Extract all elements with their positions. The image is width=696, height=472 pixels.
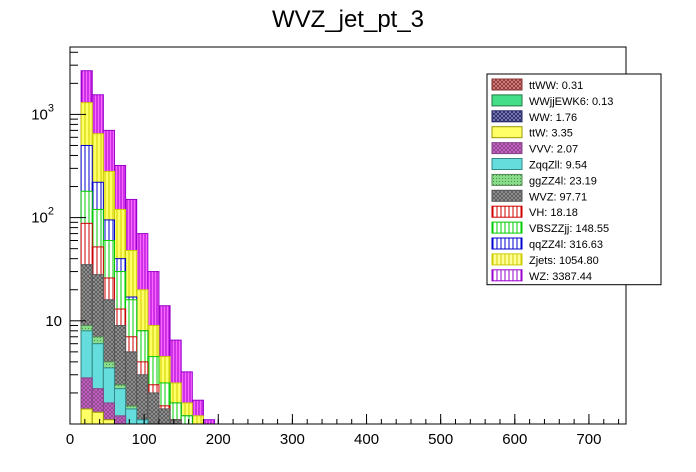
bars-layer	[80, 70, 216, 425]
legend-entry-label: Zjets: 1054.80	[529, 255, 599, 267]
legend-entry-label: VVV: 2.07	[529, 144, 578, 156]
bar-zqqzll-4	[125, 408, 138, 425]
legend-swatch	[491, 205, 523, 218]
legend-entry-label: VBSZZjj: 148.55	[529, 223, 609, 235]
bar-zjets-10	[191, 415, 204, 425]
legend-entry-label: qqZZ4l: 316.63	[529, 239, 603, 251]
legend-swatch	[491, 253, 523, 266]
legend-swatch	[491, 78, 523, 91]
legend-entry-label: ttW: 3.35	[529, 128, 573, 140]
bar-vbszzjj-9	[180, 415, 193, 425]
legend-swatch	[491, 142, 523, 155]
legend-entry-label: WW: 1.76	[529, 112, 577, 124]
legend-swatch	[491, 158, 523, 170]
bar-ttw-0	[80, 408, 93, 425]
legend-entry-label: ZqqZll: 9.54	[529, 160, 587, 172]
legend-swatch	[491, 189, 523, 202]
x-tick-label: 500	[428, 431, 453, 448]
bar-wvz-8	[169, 419, 182, 425]
bar-wvz-7	[158, 408, 171, 425]
legend-swatch	[491, 173, 523, 186]
chart-title: WVZ_jet_pt_3	[272, 6, 424, 33]
bar-vvv-3	[113, 415, 127, 425]
y-tick-label: 10	[45, 313, 62, 330]
bar-ttw-1	[91, 411, 104, 425]
bar-zqqzll-5	[136, 419, 149, 425]
x-tick-label: 400	[354, 431, 379, 448]
x-tick-label: 300	[280, 431, 305, 448]
legend-entry-label: ggZZ4l: 23.19	[529, 175, 597, 187]
legend: ttWW: 0.31 WWjjEWK6: 0.13 WW: 1.76 ttW: 3.3…	[486, 73, 662, 286]
legend-entry-label: WVZ: 97.71	[529, 191, 587, 203]
x-tick-label: 0	[66, 431, 74, 448]
legend-swatch	[491, 237, 523, 250]
x-tick-label: 600	[502, 431, 527, 448]
legend-swatch	[491, 269, 523, 282]
axes-layer: 0 100 200 300 400 500 600 700 10 102 103	[31, 51, 620, 448]
legend-entry-label: ttWW: 0.31	[529, 80, 583, 92]
bar-wvz-6	[147, 392, 160, 425]
legend-entry-label: WZ: 3387.44	[529, 271, 592, 283]
bar-ttw-2	[102, 419, 115, 425]
legend-swatch	[491, 110, 523, 123]
legend-entry-label: VH: 18.18	[529, 207, 578, 219]
x-tick-label: 100	[132, 431, 157, 448]
bar-wz-11	[202, 419, 216, 425]
y-tick-label: 103	[31, 102, 54, 123]
legend-entry-label: WWjjEWK6: 0.13	[529, 96, 613, 108]
legend-swatch	[491, 221, 523, 234]
y-tick-label: 102	[31, 206, 54, 227]
x-tick-label: 200	[206, 431, 231, 448]
bar-wvz-5	[136, 374, 149, 425]
legend-swatch	[491, 94, 523, 107]
x-tick-label: 700	[576, 431, 601, 448]
legend-swatch	[491, 126, 523, 139]
